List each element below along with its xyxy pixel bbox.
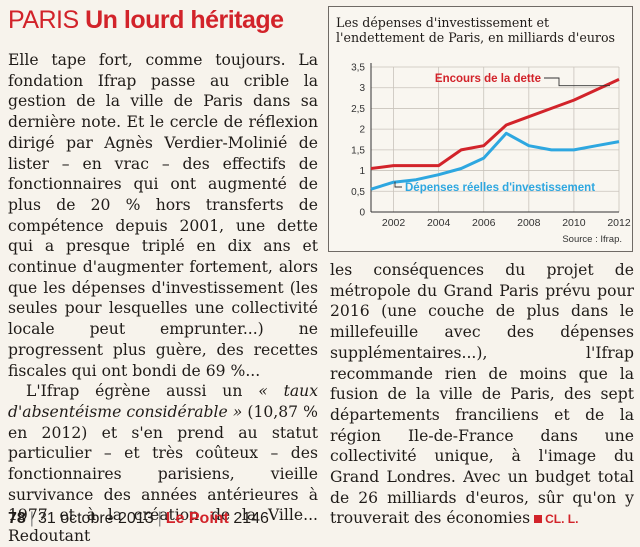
end-mark-icon xyxy=(534,515,543,524)
article-paragraph-1: Elle tape fort, comme toujours. La fonda… xyxy=(8,51,318,380)
debt-label-leader xyxy=(544,77,610,87)
footer-separator: | xyxy=(157,510,162,527)
line-chart: 0 0,5 1 1,5 2 2,5 3 3,5 2002 2004 2006 2008 2010 2012… xyxy=(351,63,631,230)
paragraph-2-end: (10,87 % en 2012) et s'en prend au statu… xyxy=(8,402,318,546)
x-tick-label: 2006 xyxy=(472,217,496,229)
paragraph-2-start: L'Ifrap égrène aussi un xyxy=(26,382,259,401)
investment-series-label: Dépenses réelles d'investissement xyxy=(405,182,595,194)
page-footer: 78 | 31 octobre 2013 | Le Point 2146 xyxy=(8,508,632,530)
x-tick-label: 2012 xyxy=(607,217,631,229)
x-tick-label: 2002 xyxy=(382,217,406,229)
absenteeism-quote: « taux d'absentéisme considérable » xyxy=(8,382,318,421)
investment-label-leader xyxy=(394,181,402,188)
article-paragraph-3: les conséquences du projet de métropole … xyxy=(330,260,634,530)
issue-number: 2146 xyxy=(233,510,269,527)
author-signature: CL. L. xyxy=(545,512,579,527)
debt-series-line xyxy=(370,78,620,170)
y-tick-label: 2 xyxy=(359,125,365,136)
debt-series-label: Encours de la dette xyxy=(435,73,541,85)
magazine-name: Le Point xyxy=(165,510,229,527)
y-tick-label: 1 xyxy=(359,166,365,177)
page-number: 78 xyxy=(8,510,26,527)
x-tick-label: 2010 xyxy=(562,217,586,229)
headline-kicker: PARIS xyxy=(8,6,79,34)
headline: PARIS Un lourd héritage xyxy=(8,4,284,36)
x-tick-label: 2008 xyxy=(517,217,541,229)
y-tick-label: 1,5 xyxy=(351,145,365,156)
x-tick-label: 2004 xyxy=(427,217,451,229)
y-tick-label: 2,5 xyxy=(351,104,365,115)
article-column-2: les conséquences du projet de métropole … xyxy=(330,260,634,530)
chart-box: Les dépenses d'investissement et l'endet… xyxy=(328,6,633,252)
issue-date: 31 octobre 2013 xyxy=(37,510,154,527)
investment-series-line xyxy=(370,131,620,191)
y-tick-label: 0,5 xyxy=(351,187,365,198)
headline-title: Un lourd héritage xyxy=(85,6,284,34)
y-tick-label: 3,5 xyxy=(351,63,365,74)
paragraph-3-text: les conséquences du projet de métropole … xyxy=(330,261,634,528)
footer-separator: | xyxy=(29,510,34,527)
article-column-1: Elle tape fort, comme toujours. La fonda… xyxy=(8,50,318,547)
chart-title: Les dépenses d'investissement et l'endet… xyxy=(336,15,615,45)
article-paragraph-2: L'Ifrap égrène aussi un « taux d'absenté… xyxy=(8,381,318,547)
chart-source: Source : Ifrap. xyxy=(562,234,622,245)
y-tick-label: 3 xyxy=(359,83,365,94)
y-tick-label: 0 xyxy=(359,208,365,219)
